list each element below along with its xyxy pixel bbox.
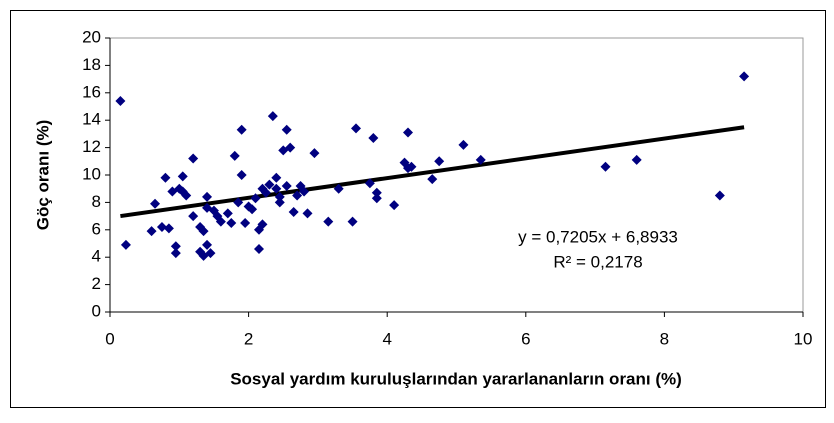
point (323, 216, 334, 227)
y-tick-label: 2 (92, 274, 101, 293)
point (260, 187, 271, 198)
point (368, 133, 379, 144)
point (205, 248, 216, 259)
point (600, 161, 611, 172)
point (253, 243, 264, 254)
point (188, 211, 199, 222)
point (458, 139, 469, 150)
point (150, 198, 161, 209)
point (714, 190, 725, 201)
point (389, 200, 400, 211)
point (631, 154, 642, 165)
y-tick-label: 20 (82, 27, 101, 46)
point (274, 191, 285, 202)
point (333, 183, 344, 194)
x-tick-label: 10 (794, 329, 813, 348)
y-tick-label: 14 (82, 110, 101, 129)
x-tick-label: 6 (521, 329, 530, 348)
point (351, 123, 362, 134)
point (181, 190, 192, 201)
point (236, 124, 247, 135)
point (271, 183, 282, 194)
point (233, 197, 244, 208)
point (371, 193, 382, 204)
point (170, 241, 181, 252)
point (309, 148, 320, 159)
point (364, 178, 375, 189)
x-tick-label: 8 (660, 329, 669, 348)
point (115, 96, 126, 107)
point (288, 206, 299, 217)
x-tick-label: 4 (382, 329, 391, 348)
point (250, 193, 261, 204)
point (281, 124, 292, 135)
point (202, 191, 213, 202)
point (160, 172, 171, 183)
point (215, 216, 226, 227)
y-tick-label: 8 (92, 192, 101, 211)
point (188, 153, 199, 164)
point (299, 186, 310, 197)
point (156, 222, 167, 233)
point (267, 111, 278, 122)
plot-area (109, 37, 804, 313)
y-tick-label: 0 (92, 301, 101, 320)
point (236, 170, 247, 180)
point (247, 204, 258, 215)
point (292, 190, 303, 201)
point (120, 239, 131, 250)
y-axis-title: Göç oranı (%) (33, 120, 52, 231)
point (302, 208, 313, 219)
trend-r2: R² = 0,2178 (553, 252, 642, 271)
x-axis-title: Sosyal yardım kuruluşlarından yararlanan… (230, 369, 682, 388)
point (222, 208, 233, 219)
y-tick-label: 4 (92, 247, 101, 266)
point (406, 161, 417, 172)
point (281, 180, 292, 191)
point (229, 150, 240, 161)
point (264, 179, 275, 190)
point (427, 174, 438, 185)
point (402, 127, 413, 138)
y-tick-label: 12 (82, 137, 101, 156)
point (257, 219, 268, 230)
point (177, 171, 188, 182)
point (285, 142, 296, 153)
point (371, 187, 382, 198)
point (226, 217, 237, 228)
point (202, 239, 213, 250)
point (271, 172, 282, 183)
point (739, 71, 750, 82)
y-tick-label: 16 (82, 82, 101, 101)
point (163, 223, 174, 234)
point (170, 248, 181, 259)
trend-equation: y = 0,7205x + 6,8933 (518, 227, 678, 246)
trendline (120, 125, 745, 219)
x-tick-label: 0 (105, 329, 114, 348)
y-tick-label: 10 (82, 164, 101, 183)
x-tick-label: 2 (244, 329, 253, 348)
point (475, 154, 486, 165)
point (146, 226, 157, 237)
point (274, 197, 285, 208)
point (347, 216, 358, 227)
y-tick-label: 6 (92, 219, 101, 238)
y-tick-label: 18 (82, 55, 101, 74)
point (198, 226, 209, 237)
point (240, 217, 251, 228)
point (434, 156, 445, 167)
